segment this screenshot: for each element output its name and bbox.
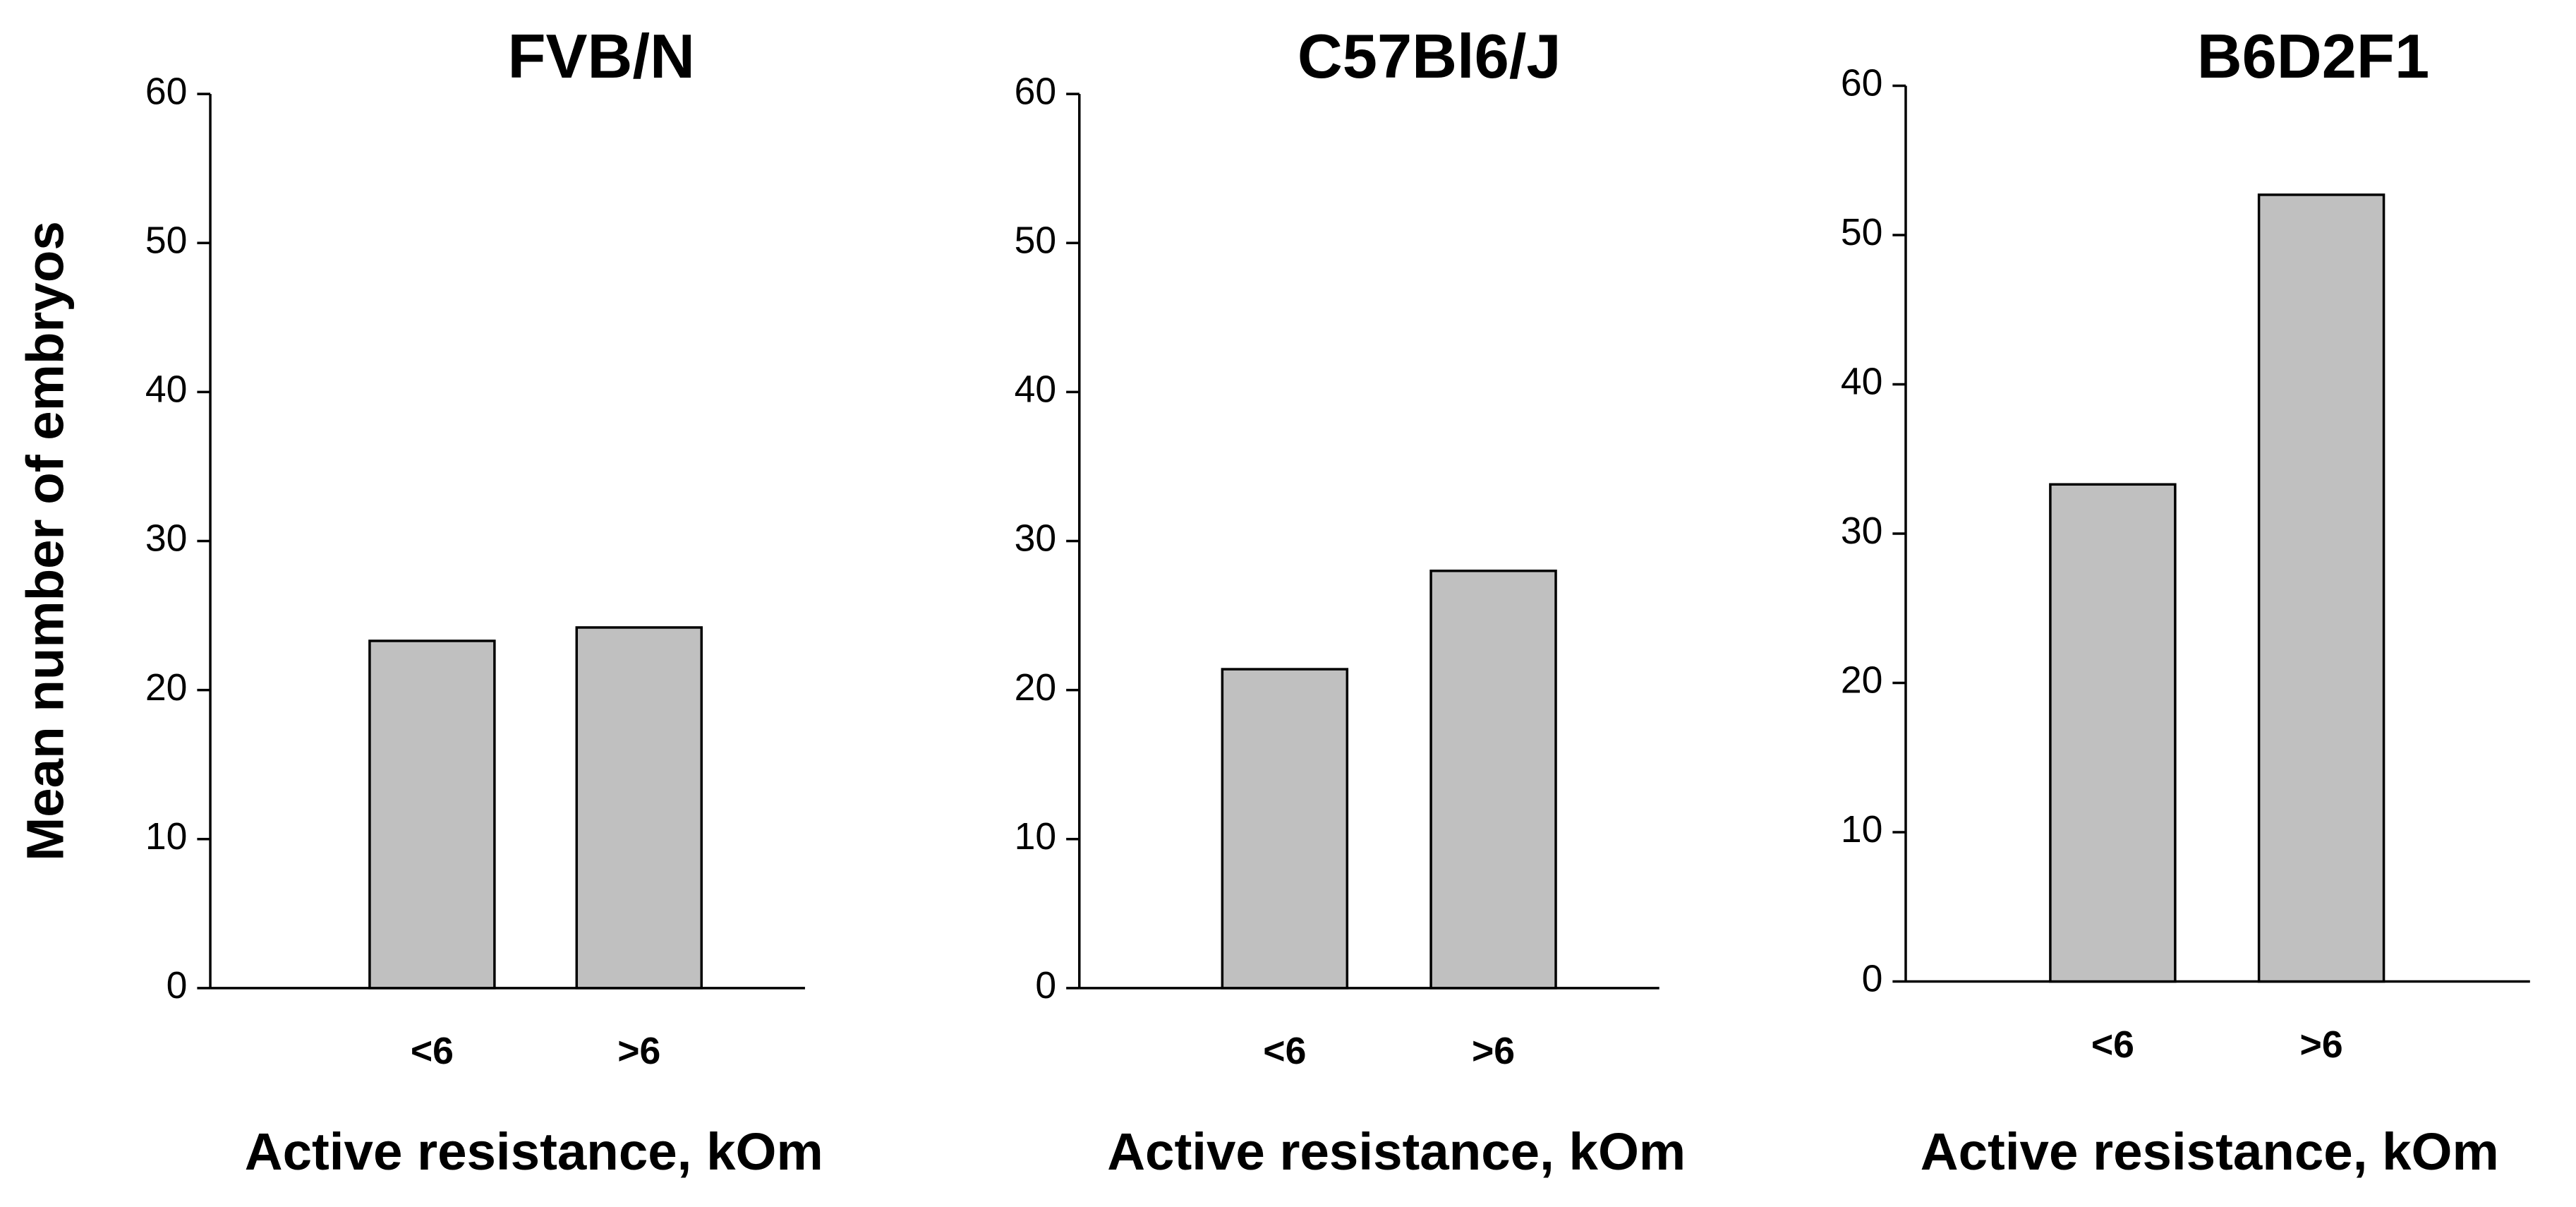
- x-tick-label: <6: [1263, 1031, 1306, 1072]
- y-tick-label: 40: [1841, 361, 1883, 403]
- y-tick-label: 30: [1841, 510, 1883, 552]
- x-tick-label: <6: [2091, 1024, 2134, 1066]
- x-axis-label: Active resistance, kOm: [1921, 1122, 2499, 1181]
- y-tick-label: 50: [145, 220, 188, 261]
- y-axis-label: Mean number of embryos: [16, 221, 75, 861]
- y-tick-label: 10: [145, 816, 188, 858]
- y-tick-label: 0: [167, 965, 188, 1007]
- y-tick-label: 30: [145, 518, 188, 560]
- y-tick-label: 10: [1841, 809, 1883, 851]
- y-tick-label: 0: [1035, 965, 1056, 1007]
- x-tick-label: >6: [2300, 1024, 2343, 1066]
- y-tick-label: 50: [1015, 220, 1057, 261]
- bar: [1221, 668, 1349, 990]
- chart-title: FVB/N: [508, 21, 695, 91]
- y-tick-label: 50: [1841, 212, 1883, 253]
- y-tick-label: 40: [1015, 369, 1057, 411]
- bar: [1429, 569, 1557, 990]
- bar: [2257, 193, 2385, 983]
- y-tick-label: 20: [1015, 667, 1057, 709]
- y-tick-label: 60: [1015, 71, 1057, 112]
- chart-title: B6D2F1: [2197, 21, 2429, 91]
- y-tick-label: 20: [145, 667, 188, 709]
- y-tick-label: 30: [1015, 518, 1057, 560]
- chart-title: C57Bl6/J: [1298, 21, 1561, 91]
- x-tick-label: >6: [617, 1031, 660, 1072]
- y-tick-label: 40: [145, 369, 188, 411]
- y-tick-label: 20: [1841, 660, 1883, 702]
- y-tick-label: 60: [145, 71, 188, 112]
- x-axis-label: Active resistance, kOm: [1107, 1122, 1686, 1181]
- y-tick-label: 60: [1841, 63, 1883, 104]
- bar: [368, 639, 496, 990]
- bar: [575, 626, 703, 990]
- x-tick-label: <6: [411, 1031, 454, 1072]
- y-tick-label: 10: [1015, 816, 1057, 858]
- x-tick-label: >6: [1472, 1031, 1515, 1072]
- bar: [2049, 483, 2177, 983]
- y-tick-label: 0: [1862, 959, 1883, 1000]
- x-axis-label: Active resistance, kOm: [245, 1122, 823, 1181]
